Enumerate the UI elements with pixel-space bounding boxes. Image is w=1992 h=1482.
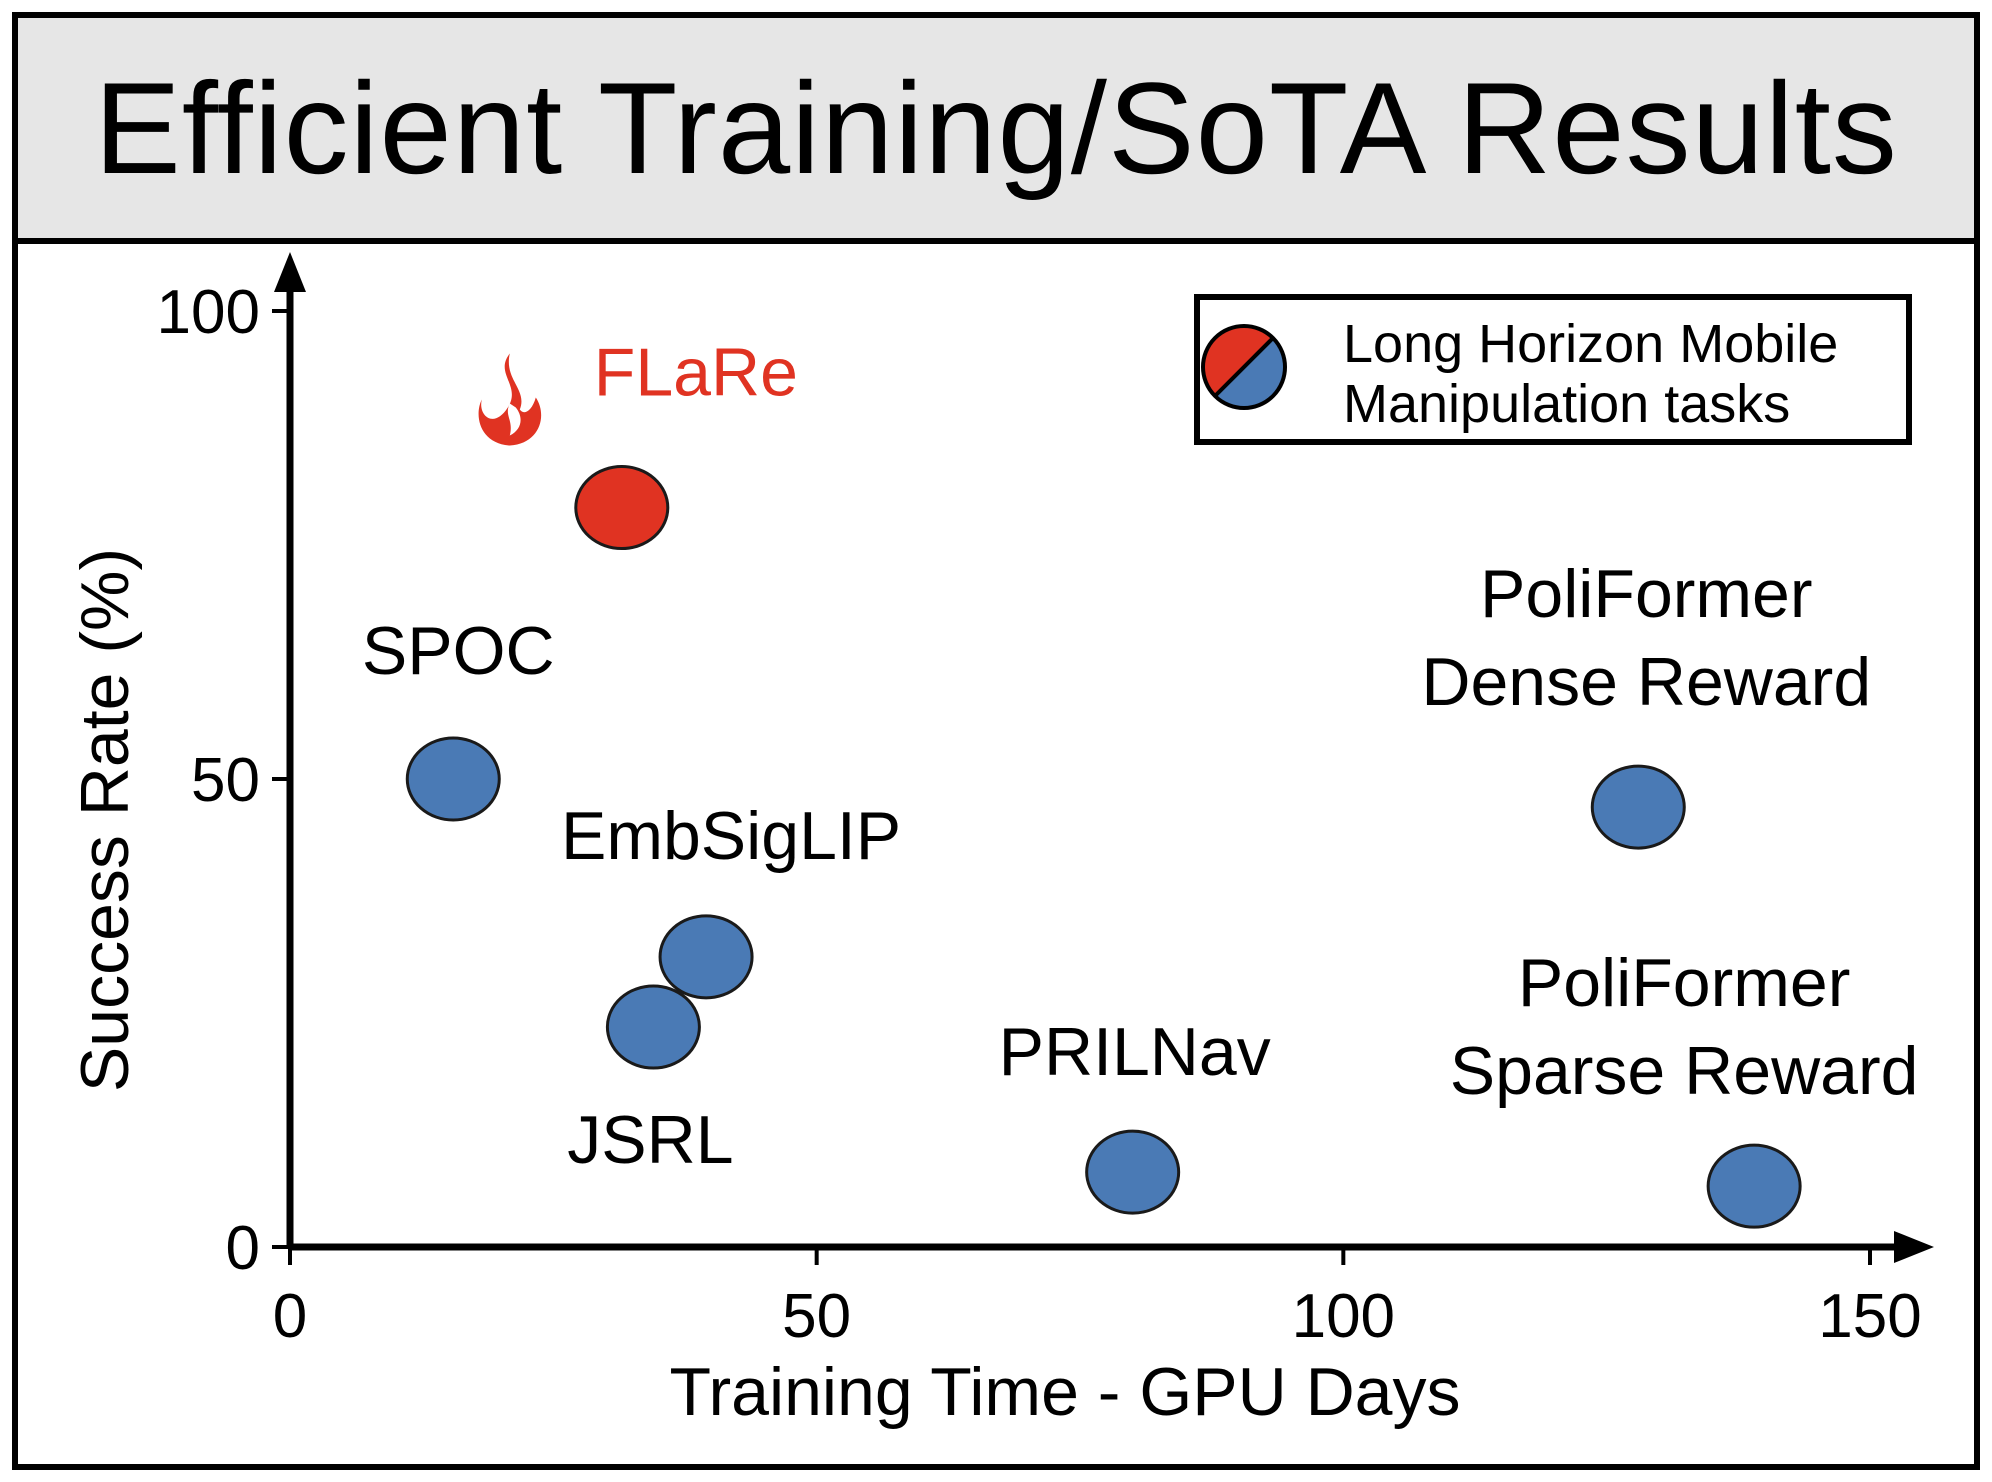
point-label-prilnav: PRILNav: [999, 1014, 1271, 1090]
point-label-embsiglip: EmbSigLIP: [561, 798, 901, 874]
legend-box: [1194, 294, 1912, 445]
x-tick-label: 50: [782, 1282, 851, 1351]
data-point-jsrl: [605, 984, 701, 1070]
point-label-spoc: SPOC: [362, 613, 555, 689]
data-point-spoc: [405, 736, 501, 822]
x-axis-arrowhead: [1894, 1231, 1934, 1263]
y-tick-label: 0: [226, 1214, 260, 1283]
data-points: [405, 465, 1802, 1229]
figure-frame: Efficient Training/SoTA Results: [12, 12, 1980, 1470]
x-tick-label: 0: [273, 1282, 307, 1351]
point-label-flare: FLaRe: [594, 335, 798, 411]
legend-line-2: Manipulation tasks: [1343, 374, 1790, 434]
point-labels: FLaRe SPOC EmbSigLIP JSRL PRILNav PoliFormer D…: [362, 335, 1919, 1178]
axes: [274, 252, 1934, 1263]
point-label-poliformer-sparse-reward: Sparse Reward: [1450, 1033, 1919, 1109]
data-point-flare: [574, 465, 670, 551]
flame-inner: [507, 403, 521, 436]
data-point-embsiglip: [658, 914, 754, 1000]
y-tick-label: 50: [191, 746, 260, 815]
point-label-poliformer-sparse-reward: PoliFormer: [1518, 945, 1851, 1021]
x-axis-title: Training Time - GPU Days: [670, 1354, 1461, 1430]
chart-title: Efficient Training/SoTA Results: [94, 55, 1898, 201]
x-tick-label: 150: [1818, 1282, 1921, 1351]
legend: Long Horizon Mobile Manipulation tasks: [1194, 294, 1912, 445]
point-label-jsrl: JSRL: [567, 1102, 733, 1178]
y-tick-label: 100: [157, 278, 260, 347]
point-label-poliformer-dense-reward: Dense Reward: [1421, 644, 1871, 720]
y-axis-arrowhead: [274, 252, 306, 292]
flame-icon: [478, 353, 542, 446]
point-label-poliformer-dense-reward: PoliFormer: [1480, 556, 1813, 632]
title-banner: Efficient Training/SoTA Results: [18, 18, 1974, 244]
data-point-prilnav: [1085, 1129, 1181, 1215]
data-point-poliformer-sparse-reward: [1706, 1143, 1802, 1229]
legend-line-1: Long Horizon Mobile: [1343, 314, 1838, 374]
flame-shape: [478, 353, 542, 446]
x-tick-label: 100: [1292, 1282, 1395, 1351]
data-point-poliformer-dense-reward: [1590, 764, 1686, 850]
y-axis-title: Success Rate (%): [67, 548, 143, 1092]
